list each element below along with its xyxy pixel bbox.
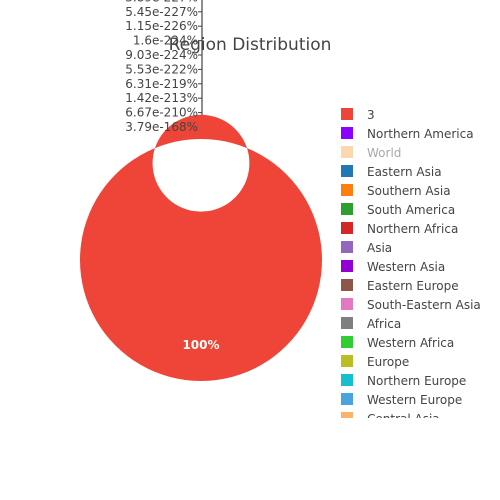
leader-label: 9.03e-224% [125, 48, 198, 62]
legend-swatch [341, 374, 353, 386]
legend[interactable]: 3 Northern America World Eastern Asia Southe… [341, 108, 481, 426]
legend-item[interactable]: Asia [341, 241, 392, 255]
legend-item[interactable]: Europe [341, 355, 409, 369]
legend-label: Northern Europe [367, 374, 466, 388]
legend-label: Western Asia [367, 260, 445, 274]
legend-swatch [341, 412, 353, 418]
legend-item[interactable]: Northern Europe [341, 374, 466, 388]
legend-swatch [341, 260, 353, 272]
legend-label: Eastern Europe [367, 279, 459, 293]
leader-labels: 3.79e-168%6.67e-210%1.42e-213%6.31e-219%… [125, 0, 198, 134]
legend-item[interactable]: Western Europe [341, 393, 462, 407]
legend-swatch [341, 298, 353, 310]
legend-label: South-Eastern Asia [367, 298, 481, 312]
legend-label: Western Africa [367, 336, 454, 350]
legend-swatch [341, 279, 353, 291]
legend-item[interactable]: Eastern Asia [341, 165, 442, 179]
legend-label: South America [367, 203, 455, 217]
leader-lines [198, 0, 203, 137]
legend-label: Central Asia [367, 412, 440, 426]
legend-item[interactable]: Northern Africa [341, 222, 458, 236]
legend-label: Europe [367, 355, 409, 369]
legend-label: Africa [367, 317, 401, 331]
donut-slices: 100% [79, 114, 322, 382]
leader-label: 1.42e-213% [125, 91, 198, 105]
legend-label: Northern Africa [367, 222, 458, 236]
legend-item[interactable]: South America [341, 203, 455, 217]
legend-item[interactable]: South-Eastern Asia [341, 298, 481, 312]
legend-item[interactable]: Northern America [341, 127, 474, 141]
legend-item[interactable]: Eastern Europe [341, 279, 459, 293]
legend-label: 3 [367, 108, 375, 122]
legend-swatch [341, 317, 353, 329]
legend-label: World [367, 146, 401, 160]
leader-label: 3.79e-168% [125, 120, 198, 134]
leader-label: 3.89e-227% [125, 0, 198, 4]
legend-swatch [341, 203, 353, 215]
legend-swatch [341, 393, 353, 405]
legend-swatch [341, 184, 353, 196]
legend-item[interactable]: Western Africa [341, 336, 454, 350]
legend-swatch [341, 241, 353, 253]
leader-label: 5.53e-222% [125, 62, 198, 76]
legend-item[interactable]: World [341, 146, 401, 160]
leader-label: 5.45e-227% [125, 5, 198, 19]
legend-label: Western Europe [367, 393, 462, 407]
slice-0[interactable] [79, 114, 322, 382]
legend-item[interactable]: Southern Asia [341, 184, 451, 198]
legend-item[interactable]: Africa [341, 317, 401, 331]
legend-swatch [341, 146, 353, 158]
legend-item[interactable]: Central Asia [341, 412, 440, 426]
legend-swatch [341, 336, 353, 348]
legend-label: Northern America [367, 127, 474, 141]
legend-label: Eastern Asia [367, 165, 442, 179]
leader-label: 6.67e-210% [125, 106, 198, 120]
leader-label: 6.31e-219% [125, 77, 198, 91]
legend-swatch [341, 222, 353, 234]
legend-swatch [341, 165, 353, 177]
legend-item[interactable]: 3 [341, 108, 375, 122]
legend-swatch [341, 127, 353, 139]
chart-title: Region Distribution [169, 35, 332, 55]
legend-label: Asia [367, 241, 392, 255]
legend-swatch [341, 355, 353, 367]
slice-label-0: 100% [182, 338, 219, 352]
legend-item[interactable]: Western Asia [341, 260, 445, 274]
leader-label: 1.6e-224% [133, 34, 198, 48]
legend-label: Southern Asia [367, 184, 451, 198]
legend-swatch [341, 108, 353, 120]
leader-label: 1.15e-226% [125, 19, 198, 33]
